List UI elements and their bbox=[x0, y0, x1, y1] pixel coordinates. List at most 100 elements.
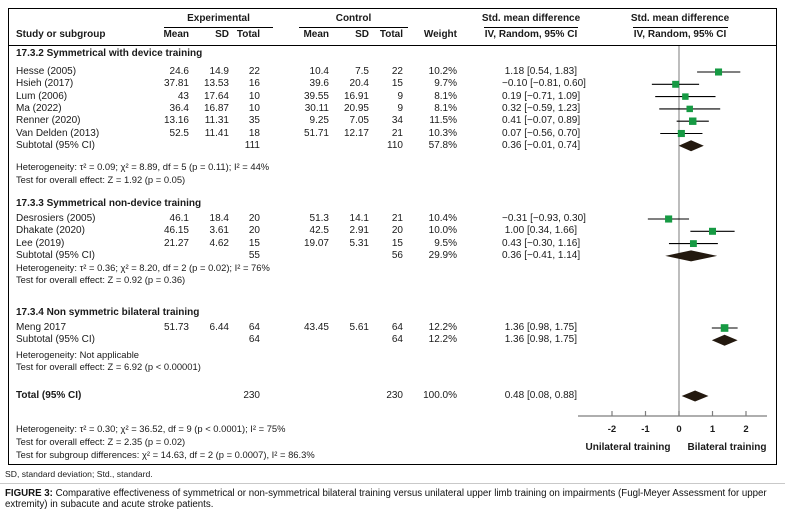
weight-value: 10.0% bbox=[428, 225, 457, 237]
subtotal-ci-value: 0.36 [−0.01, 0.74] bbox=[502, 139, 581, 151]
smd-ci-value: 0.07 [−0.56, 0.70] bbox=[502, 127, 581, 139]
exp-total: 64 bbox=[248, 322, 260, 333]
subtotal-ctrl-total: 110 bbox=[387, 139, 403, 151]
exp-mean: 43 bbox=[177, 90, 189, 102]
table-row: Test for overall effect: Z = 0.92 (p = 0… bbox=[9, 274, 776, 286]
subtotal-weight: 57.8% bbox=[428, 139, 457, 151]
ctrl-sd: 12.17 bbox=[343, 127, 369, 139]
ctrl-mean: 39.55 bbox=[303, 90, 329, 102]
exp-mean: 46.15 bbox=[163, 225, 189, 237]
abbreviation-note: SD, standard deviation; Std., standard. bbox=[5, 469, 153, 479]
exp-total: 18 bbox=[248, 127, 260, 139]
header-rule bbox=[9, 45, 776, 46]
table-row: Dhakate (2020) 46.15 3.61 20 42.5 2.91 20 10.0%… bbox=[9, 225, 776, 237]
exp-total-header: Total bbox=[236, 29, 260, 40]
overall-effect-text: Test for overall effect: Z = 1.92 (p = 0… bbox=[16, 173, 186, 185]
exp-sd: 3.61 bbox=[209, 225, 229, 237]
smd-ci-value: 0.32 [−0.59, 1.23] bbox=[502, 102, 581, 114]
exp-sd: 13.53 bbox=[203, 78, 229, 90]
table-row: Meng 2017 51.73 6.44 64 43.45 5.61 64 12.2% 1.36… bbox=[9, 322, 776, 334]
ctrl-mean: 10.4 bbox=[309, 66, 329, 77]
study-name: Renner (2020) bbox=[16, 115, 81, 127]
footer-stat-text: Test for overall effect: Z = 2.35 (p = 0… bbox=[16, 436, 186, 447]
experimental-group-header: Experimental bbox=[187, 13, 250, 24]
table-row: Test for subgroup differences: χ² = 14.6… bbox=[9, 449, 776, 461]
subtotal-label: Subtotal (95% CI) bbox=[16, 249, 95, 261]
ctrl-total: 21 bbox=[391, 213, 403, 224]
subtotal-exp-total: 64 bbox=[248, 334, 260, 346]
method-plot-header: IV, Random, 95% CI bbox=[633, 29, 727, 40]
study-name: Ma (2022) bbox=[16, 102, 62, 114]
study-name: Dhakate (2020) bbox=[16, 225, 85, 237]
figure-caption: FIGURE 3: Comparative effectiveness of s… bbox=[5, 488, 779, 510]
smd-column-header: Std. mean difference bbox=[481, 13, 581, 24]
ctrl-total-header: Total bbox=[379, 29, 403, 40]
weight-value: 10.3% bbox=[428, 127, 457, 139]
overall-effect-text: Test for overall effect: Z = 6.92 (p < 0… bbox=[16, 361, 201, 372]
exp-mean: 37.81 bbox=[163, 78, 189, 90]
exp-mean: 24.6 bbox=[169, 66, 189, 77]
ctrl-sd: 7.05 bbox=[349, 115, 369, 127]
weight-value: 9.5% bbox=[434, 237, 457, 249]
table-row: Renner (2020) 13.16 11.31 35 9.25 7.05 34 11.5%… bbox=[9, 115, 776, 127]
table-row: 17.3.2 Symmetrical with device training bbox=[9, 48, 776, 60]
exp-sd: 4.62 bbox=[209, 237, 229, 249]
subtotal-ctrl-total: 56 bbox=[391, 249, 403, 261]
subgroup-title: 17.3.4 Non symmetric bilateral training bbox=[16, 307, 200, 318]
ctrl-total: 34 bbox=[391, 115, 403, 127]
smd-underline bbox=[484, 27, 578, 28]
ctrl-total: 15 bbox=[391, 78, 403, 90]
table-row: Test for overall effect: Z = 6.92 (p < 0… bbox=[9, 361, 776, 373]
weight-value: 12.2% bbox=[428, 322, 457, 333]
study-name: Desrosiers (2005) bbox=[16, 213, 96, 224]
ctrl-total: 15 bbox=[391, 237, 403, 249]
ctrl-sd: 7.5 bbox=[355, 66, 369, 77]
weight-value: 8.1% bbox=[434, 90, 457, 102]
exp-sd: 16.87 bbox=[203, 102, 229, 114]
ctrl-sd: 20.4 bbox=[349, 78, 369, 90]
total-label: Total (95% CI) bbox=[16, 390, 82, 401]
forest-plot-panel: Experimental Control Std. mean differenc… bbox=[8, 8, 777, 465]
ctrl-sd: 2.91 bbox=[349, 225, 369, 237]
subtotal-weight: 12.2% bbox=[428, 334, 457, 346]
total-ci-value: 0.48 [0.08, 0.88] bbox=[504, 390, 577, 401]
heterogeneity-text: Heterogeneity: τ² = 0.36; χ² = 8.20, df … bbox=[16, 261, 270, 273]
table-row: Total (95% CI) 230 230 100.0% 0.48 [0.08, 0.… bbox=[9, 390, 776, 402]
figure-caption-label: FIGURE 3: bbox=[5, 488, 53, 499]
exp-sd: 18.4 bbox=[209, 213, 229, 224]
subtotal-exp-total: 55 bbox=[248, 249, 260, 261]
total-ctrl-total: 230 bbox=[386, 390, 403, 401]
ctrl-total: 21 bbox=[391, 127, 403, 139]
table-row: Hesse (2005) 24.6 14.9 22 10.4 7.5 22 10.2% 1.18… bbox=[9, 66, 776, 78]
table-row: Subtotal (95% CI) 111 110 57.8% 0.36 [−0.01,… bbox=[9, 140, 776, 152]
exp-total: 16 bbox=[248, 78, 260, 90]
exp-mean: 36.4 bbox=[169, 102, 189, 114]
ctrl-sd: 16.91 bbox=[343, 90, 369, 102]
table-row: Lum (2006) 43 17.64 10 39.55 16.91 9 8.1% 0.19 [… bbox=[9, 91, 776, 103]
subtotal-label: Subtotal (95% CI) bbox=[16, 139, 95, 151]
table-row: Ma (2022) 36.4 16.87 10 30.11 20.95 9 8.1% 0.32 … bbox=[9, 103, 776, 115]
ctrl-mean: 30.11 bbox=[304, 102, 329, 114]
table-row: Hsieh (2017) 37.81 13.53 16 39.6 20.4 15 9.7% −0… bbox=[9, 78, 776, 90]
heterogeneity-text: Heterogeneity: Not applicable bbox=[16, 349, 139, 360]
subtotal-ci-value: 1.36 [0.98, 1.75] bbox=[504, 334, 577, 346]
table-row: Test for overall effect: Z = 2.35 (p = 0… bbox=[9, 436, 776, 448]
figure-caption-text: Comparative effectiveness of symmetrical… bbox=[5, 488, 767, 510]
footer-stat-text: Test for subgroup differences: χ² = 14.6… bbox=[16, 449, 315, 460]
overall-effect-text: Test for overall effect: Z = 0.92 (p = 0… bbox=[16, 274, 186, 285]
exp-total: 15 bbox=[248, 237, 260, 249]
exp-mean: 52.5 bbox=[169, 127, 189, 139]
table-row: Heterogeneity: Not applicable bbox=[9, 349, 776, 361]
smd-ci-value: 0.19 [−0.71, 1.09] bbox=[502, 90, 581, 102]
subgroup-title: 17.3.2 Symmetrical with device training bbox=[16, 48, 203, 59]
smd-ci-value: 0.43 [−0.30, 1.16] bbox=[502, 237, 581, 249]
ctrl-mean: 19.07 bbox=[303, 237, 329, 249]
method-column-header: IV, Random, 95% CI bbox=[484, 29, 578, 40]
subtotal-label: Subtotal (95% CI) bbox=[16, 334, 95, 346]
exp-sd: 11.41 bbox=[204, 127, 229, 139]
exp-mean: 21.27 bbox=[163, 237, 189, 249]
study-name: Lee (2019) bbox=[16, 237, 65, 249]
axis-right-caption: Bilateral training bbox=[687, 442, 767, 453]
footer-stat-text: Heterogeneity: τ² = 0.30; χ² = 36.52, df… bbox=[16, 423, 286, 434]
